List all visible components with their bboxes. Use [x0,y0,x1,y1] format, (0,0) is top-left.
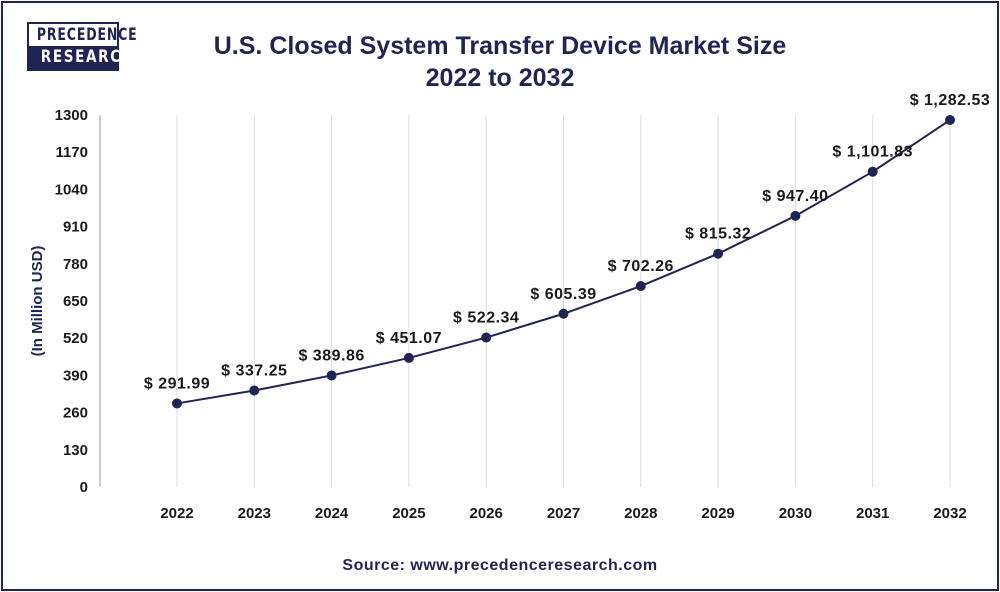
data-point [558,308,569,319]
y-tick-label: 1170 [55,144,88,161]
y-tick-label: 520 [63,330,88,347]
data-label: $ 702.26 [608,258,674,275]
data-label: $ 947.40 [762,188,828,205]
data-label: $ 291.99 [144,375,210,392]
logo-line1: PRECEDENCE [36,25,138,45]
x-tick-label: 2022 [160,505,193,522]
data-point [867,166,878,177]
data-point [172,398,182,409]
x-tick-label: 2026 [470,505,503,522]
y-tick-label: 780 [63,256,88,273]
title-line2: 2022 to 2032 [425,64,575,92]
y-tick-label: 260 [63,405,88,422]
title-line1: U.S. Closed System Transfer Device Marke… [213,32,787,60]
data-label: $ 337.25 [221,362,287,379]
x-tick-label: 2024 [315,505,349,522]
y-tick-label: 650 [63,293,88,310]
x-tick-label: 2030 [779,505,812,522]
x-tick-label: 2032 [933,505,966,522]
source-text: Source: www.precedenceresearch.com [342,557,658,574]
data-point [945,114,955,125]
data-label: $ 451.07 [376,330,442,347]
y-axis-title: (In Million USD) [29,246,46,357]
y-tick-label: 1300 [55,107,88,124]
data-point [481,332,492,343]
chart-title: U.S. Closed System Transfer Device Marke… [0,30,1000,94]
y-tick-label: 390 [63,367,88,384]
x-tick-label: 2025 [392,505,425,522]
y-tick-label: 1040 [55,181,88,198]
y-tick-label: 0 [80,479,88,496]
x-tick-label: 2029 [701,505,734,522]
data-point [249,385,260,396]
x-tick-label: 2027 [547,505,580,522]
data-label: $ 522.34 [453,310,519,327]
data-label: $ 1,101.83 [832,144,913,161]
data-point [326,370,337,381]
data-point [403,352,414,363]
x-tick-label: 2028 [624,505,657,522]
y-tick-label: 130 [63,442,88,459]
x-tick-label: 2023 [238,505,271,522]
y-tick-label: 910 [63,219,88,236]
data-label: $ 815.32 [685,226,751,243]
data-point [635,281,646,292]
data-point [713,248,724,259]
data-label: $ 389.86 [298,347,364,364]
data-label: $ 1,282.53 [910,92,991,109]
data-point [790,210,801,221]
logo-line2: RESEARCH [40,47,135,67]
data-label: $ 605.39 [530,286,596,303]
precedence-research-logo: PRECEDENCE RESEARCH [27,22,137,71]
x-tick-label: 2031 [856,505,889,522]
